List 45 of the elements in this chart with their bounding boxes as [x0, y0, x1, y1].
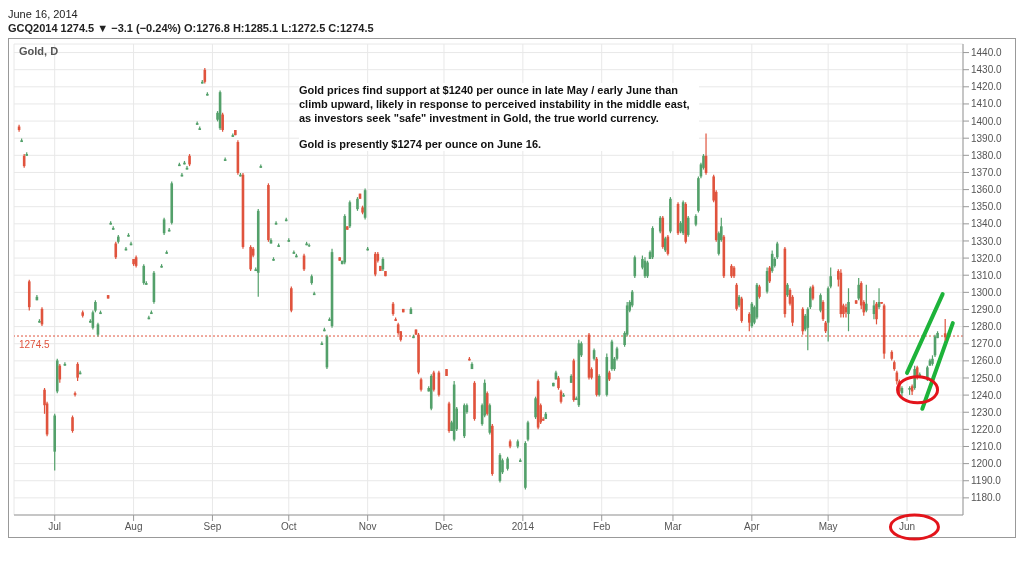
x-tick-label: Nov — [358, 521, 377, 533]
y-tick-label: 1260.0 — [971, 355, 1003, 367]
x-tick-label: Dec — [435, 521, 453, 533]
y-tick-label: 1190.0 — [971, 475, 1002, 487]
x-tick-label: Jun — [898, 521, 916, 533]
y-tick-label: 1290.0 — [971, 304, 1003, 316]
chart-title: Gold, D — [19, 45, 59, 57]
x-tick-label: May — [818, 521, 838, 533]
y-tick-label: 1410.0 — [971, 98, 1003, 110]
x-tick-label: 2014 — [511, 521, 535, 533]
text: GCQ2014 1274.5 ▼ −3.1 (−0.24%) O:1276.8 H:1285.1 L:1272.5 C:1274.5 — [8, 22, 375, 36]
y-tick-label: 1370.0 — [971, 167, 1003, 178]
y-tick-label: 1440.0 — [971, 47, 1003, 59]
y-tick-label: 1390.0 — [971, 132, 1003, 144]
x-tick-label: Feb — [593, 521, 611, 533]
x-tick-label: Oct — [281, 521, 297, 533]
ref-line-label: 1274.5 — [19, 339, 51, 351]
y-tick-label: 1280.0 — [971, 321, 1003, 333]
y-tick-label: 1350.0 — [971, 201, 1003, 213]
y-tick-label: 1200.0 — [971, 458, 1003, 470]
y-tick-label: 1300.0 — [971, 286, 1003, 298]
x-tick-label: Mar — [664, 521, 683, 533]
x-tick-label: Jul — [48, 521, 62, 533]
x-tick-label: Sep — [203, 521, 222, 533]
y-tick-label: 1430.0 — [971, 64, 1003, 76]
y-tick-label: 1220.0 — [971, 423, 1003, 435]
x-tick-label: Apr — [744, 521, 761, 533]
y-tick-label: 1210.0 — [971, 441, 1003, 453]
x-tick-label: Aug — [124, 521, 143, 533]
y-tick-label: 1270.0 — [971, 338, 1003, 350]
y-tick-label: 1180.0 — [971, 492, 1002, 504]
annotation: Gold prices find support at $1240 per ounce in late May / early June than climb upward, likely in response to perceived instability in the middle east, as investors seek "safe" investment in Gold, the true world currency. — [299, 83, 691, 125]
y-tick-label: 1310.0 — [971, 269, 1003, 281]
y-tick-label: 1250.0 — [971, 372, 1003, 384]
y-tick-label: 1230.0 — [971, 406, 1003, 418]
text: June 16, 2014 — [8, 8, 79, 22]
y-tick-label: 1240.0 — [971, 389, 1003, 401]
annotation: Gold is presently $1274 per ounce on June 16. — [299, 137, 543, 151]
y-tick-label: 1400.0 — [971, 115, 1003, 127]
y-tick-label: 1380.0 — [971, 149, 1003, 161]
y-tick-label: 1420.0 — [971, 81, 1003, 93]
y-tick-label: 1320.0 — [971, 252, 1003, 264]
y-tick-label: 1330.0 — [971, 235, 1003, 247]
y-tick-label: 1340.0 — [971, 218, 1003, 230]
y-tick-label: 1360.0 — [971, 184, 1003, 196]
